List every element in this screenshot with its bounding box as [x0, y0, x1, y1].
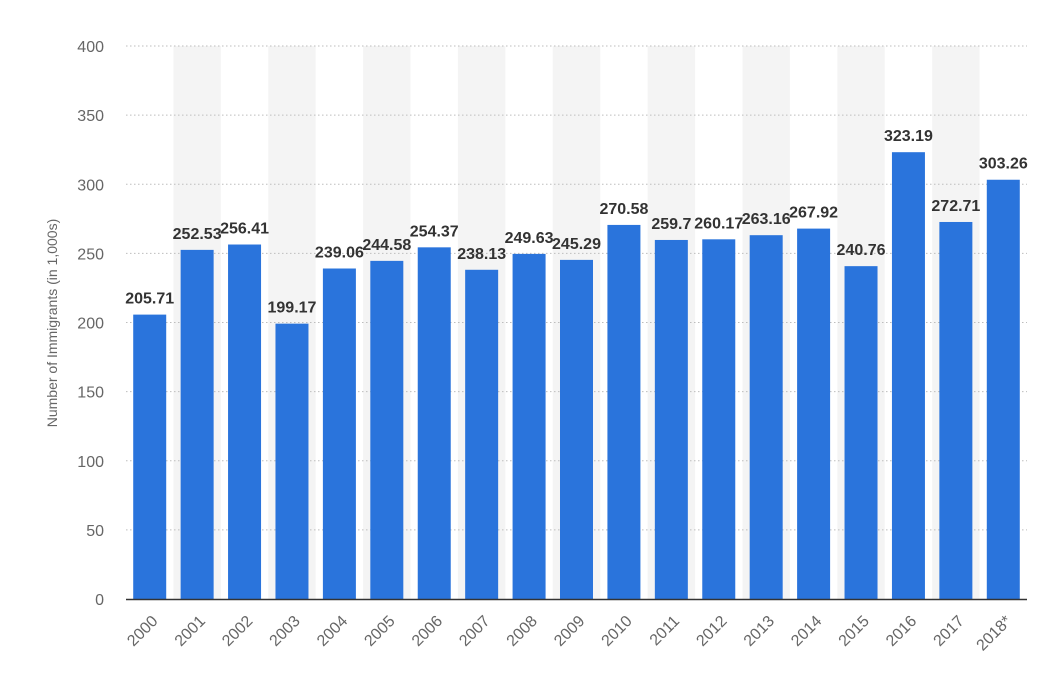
x-axis-ticks: 2000 2001 2002 2003 2004 2005 2006 2007 2008 2009… — [124, 613, 1015, 655]
data-label: 240.76 — [837, 242, 886, 259]
x-tick-label: 2003 — [267, 613, 304, 650]
y-tick-label: 50 — [86, 523, 104, 540]
data-label: 267.92 — [789, 205, 838, 222]
x-tick-label: 2000 — [124, 613, 161, 650]
x-tick-label: 2016 — [883, 613, 920, 650]
data-label: 256.41 — [220, 221, 269, 238]
bar — [180, 249, 214, 600]
data-label: 259.7 — [651, 216, 691, 233]
data-label: 323.19 — [884, 128, 933, 145]
x-tick-label: 2009 — [551, 613, 588, 650]
y-tick-label: 400 — [77, 39, 104, 56]
data-label: 249.63 — [505, 230, 554, 247]
bar — [275, 323, 309, 599]
x-tick-label: 2008 — [504, 613, 541, 650]
x-tick-label: 2004 — [314, 613, 351, 650]
data-label: 244.58 — [362, 237, 411, 254]
bar — [939, 221, 973, 599]
data-label: 303.26 — [979, 156, 1028, 173]
bar — [560, 259, 593, 599]
x-tick-label: 2012 — [693, 613, 730, 650]
data-label: 270.58 — [599, 201, 648, 218]
data-label: 205.71 — [125, 291, 174, 308]
bar — [844, 266, 878, 599]
y-tick-label: 200 — [77, 316, 104, 333]
y-tick-label: 150 — [77, 385, 104, 402]
bar — [465, 269, 499, 599]
bar — [370, 260, 404, 599]
y-axis-title: Number of Immigrants (in 1,000s) — [44, 219, 60, 428]
y-tick-label: 250 — [77, 246, 104, 263]
y-tick-label: 0 — [95, 592, 104, 609]
x-tick-label: 2002 — [219, 613, 256, 650]
y-tick-label: 100 — [77, 454, 104, 471]
bar — [607, 224, 641, 599]
x-tick-label: 2007 — [456, 613, 493, 650]
data-label: 245.29 — [552, 236, 601, 253]
bar — [322, 268, 356, 599]
x-tick-label: 2010 — [599, 613, 636, 650]
data-label: 254.37 — [410, 223, 459, 240]
x-tick-label: 2014 — [788, 613, 825, 650]
bar — [749, 235, 783, 599]
x-tick-label: 2001 — [172, 613, 209, 650]
bar — [228, 244, 262, 599]
data-label: 239.06 — [315, 244, 364, 261]
x-tick-label: 2006 — [409, 613, 446, 650]
data-label: 199.17 — [268, 300, 317, 317]
x-tick-label: 2011 — [647, 613, 683, 649]
bar — [654, 239, 688, 599]
data-label: 238.13 — [457, 246, 506, 263]
x-tick-label: 2005 — [361, 613, 398, 650]
bar — [133, 314, 167, 599]
y-tick-label: 300 — [77, 177, 104, 194]
bar — [986, 179, 1020, 600]
x-tick-label: 2013 — [741, 613, 778, 650]
bar — [417, 247, 451, 599]
bar — [702, 239, 736, 599]
x-tick-label: 2018* — [974, 613, 1016, 655]
bar — [797, 228, 831, 600]
x-tick-label: 2015 — [836, 613, 873, 650]
data-label: 272.71 — [931, 198, 980, 215]
data-label: 263.16 — [742, 211, 791, 228]
data-label: 252.53 — [173, 226, 222, 243]
y-axis-ticks: 0 50 100 150 200 250 300 350 400 — [77, 39, 104, 609]
bars — [133, 152, 1020, 600]
bar — [891, 152, 925, 599]
bar — [512, 253, 546, 599]
y-tick-label: 350 — [77, 108, 104, 125]
data-label: 260.17 — [694, 215, 743, 232]
x-tick-label: 2017 — [931, 613, 968, 650]
